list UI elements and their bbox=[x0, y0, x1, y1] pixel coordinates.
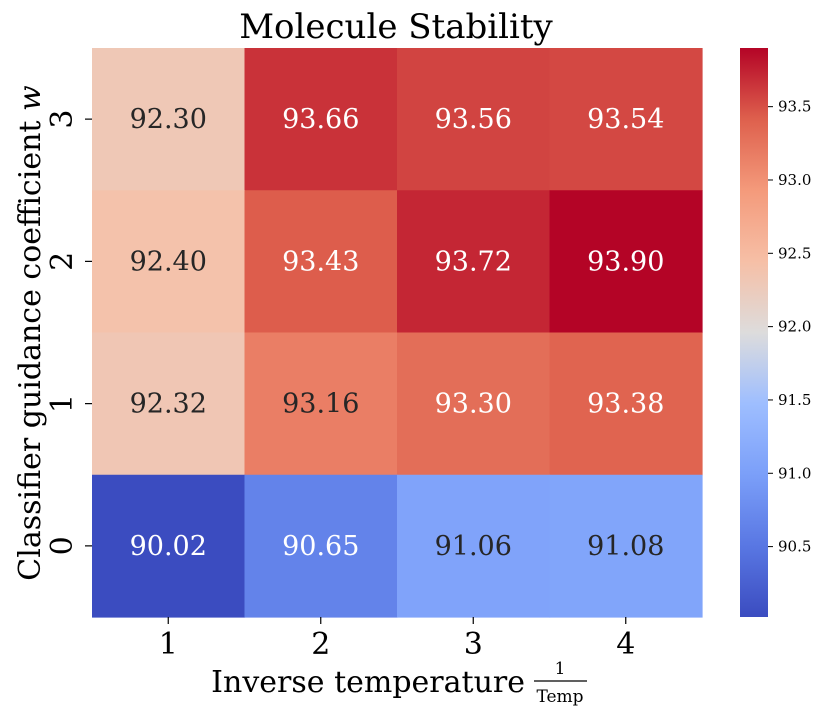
x-axis-ticks: 1 2 3 4 bbox=[159, 617, 635, 662]
cell-value-label: 93.38 bbox=[587, 389, 664, 420]
x-tick-label: 1 bbox=[159, 627, 178, 662]
heatmap-cell bbox=[549, 190, 703, 334]
heatmap-cell bbox=[92, 332, 246, 476]
heatmap-cell bbox=[549, 48, 703, 191]
heatmap-cell bbox=[397, 48, 551, 191]
heatmap-cell bbox=[244, 48, 398, 191]
heatmap-cell bbox=[397, 332, 551, 476]
colorbar-tick-label: 93.5 bbox=[778, 98, 811, 116]
heatmap-cell bbox=[92, 190, 246, 334]
colorbar-gradient bbox=[740, 48, 768, 617]
cell-value-label: 91.08 bbox=[587, 531, 664, 562]
cell-value-label: 90.65 bbox=[282, 531, 359, 562]
heatmap-cells bbox=[92, 48, 703, 618]
y-axis-label-words: Classifier guidance coefficient bbox=[13, 121, 48, 581]
colorbar-tick-label: 91.5 bbox=[778, 391, 811, 409]
y-tick-label: 3 bbox=[45, 110, 80, 129]
heatmap-cell bbox=[549, 332, 703, 476]
cell-value-label: 93.72 bbox=[435, 246, 512, 277]
cell-value-label: 92.30 bbox=[130, 104, 207, 135]
cell-value-label: 93.30 bbox=[435, 389, 512, 420]
cell-value-label: 93.66 bbox=[282, 104, 359, 135]
cell-value-label: 93.56 bbox=[435, 104, 512, 135]
cell-value-labels: 92.30 93.66 93.56 93.54 92.40 93.43 93.72 93.90… bbox=[130, 104, 665, 562]
cell-value-label: 93.16 bbox=[282, 389, 359, 420]
x-tick-label: 3 bbox=[464, 627, 483, 662]
x-axis-label-denominator: Temp bbox=[536, 687, 583, 707]
y-tick-label: 0 bbox=[45, 536, 80, 555]
x-axis-label: Inverse temperature 1 Temp bbox=[211, 659, 587, 707]
cell-value-label: 93.90 bbox=[587, 246, 664, 277]
x-axis-label-text: Inverse temperature bbox=[211, 665, 525, 700]
colorbar-tick-label: 90.5 bbox=[778, 538, 811, 556]
y-tick-label: 2 bbox=[45, 252, 80, 271]
colorbar-tick-label: 91.0 bbox=[778, 464, 811, 482]
colorbar: 90.5 91.0 91.5 92.0 92.5 93.0 93.5 bbox=[740, 48, 811, 617]
heatmap-cell bbox=[244, 332, 398, 476]
cell-value-label: 92.40 bbox=[130, 246, 207, 277]
colorbar-tick-label: 93.0 bbox=[778, 171, 811, 189]
y-axis-label-text: Classifier guidance coefficient w bbox=[13, 85, 48, 581]
cell-value-label: 90.02 bbox=[130, 531, 207, 562]
y-axis-label-symbol: w bbox=[13, 85, 48, 111]
heatmap-cell bbox=[244, 474, 398, 618]
heatmap-cell bbox=[92, 48, 246, 191]
chart-title: Molecule Stability bbox=[239, 7, 553, 47]
x-axis-label-numerator: 1 bbox=[555, 659, 566, 679]
y-axis-ticks: 3 2 1 0 bbox=[45, 110, 92, 555]
heatmap-cell bbox=[397, 190, 551, 334]
cell-value-label: 93.54 bbox=[587, 104, 664, 135]
colorbar-tick-label: 92.0 bbox=[778, 318, 811, 336]
cell-value-label: 91.06 bbox=[435, 531, 512, 562]
colorbar-tick-label: 92.5 bbox=[778, 244, 811, 262]
y-tick-label: 1 bbox=[45, 394, 80, 413]
x-tick-label: 4 bbox=[616, 627, 635, 662]
cell-value-label: 93.43 bbox=[282, 246, 359, 277]
x-tick-label: 2 bbox=[311, 627, 330, 662]
heatmap-cell bbox=[397, 474, 551, 618]
heatmap-cell bbox=[549, 474, 703, 618]
heatmap-cell bbox=[244, 190, 398, 334]
cell-value-label: 92.32 bbox=[130, 389, 207, 420]
colorbar-ticks: 90.5 91.0 91.5 92.0 92.5 93.0 93.5 bbox=[768, 98, 811, 556]
heatmap-cell bbox=[92, 474, 246, 618]
y-axis-label: Classifier guidance coefficient w bbox=[13, 85, 48, 581]
